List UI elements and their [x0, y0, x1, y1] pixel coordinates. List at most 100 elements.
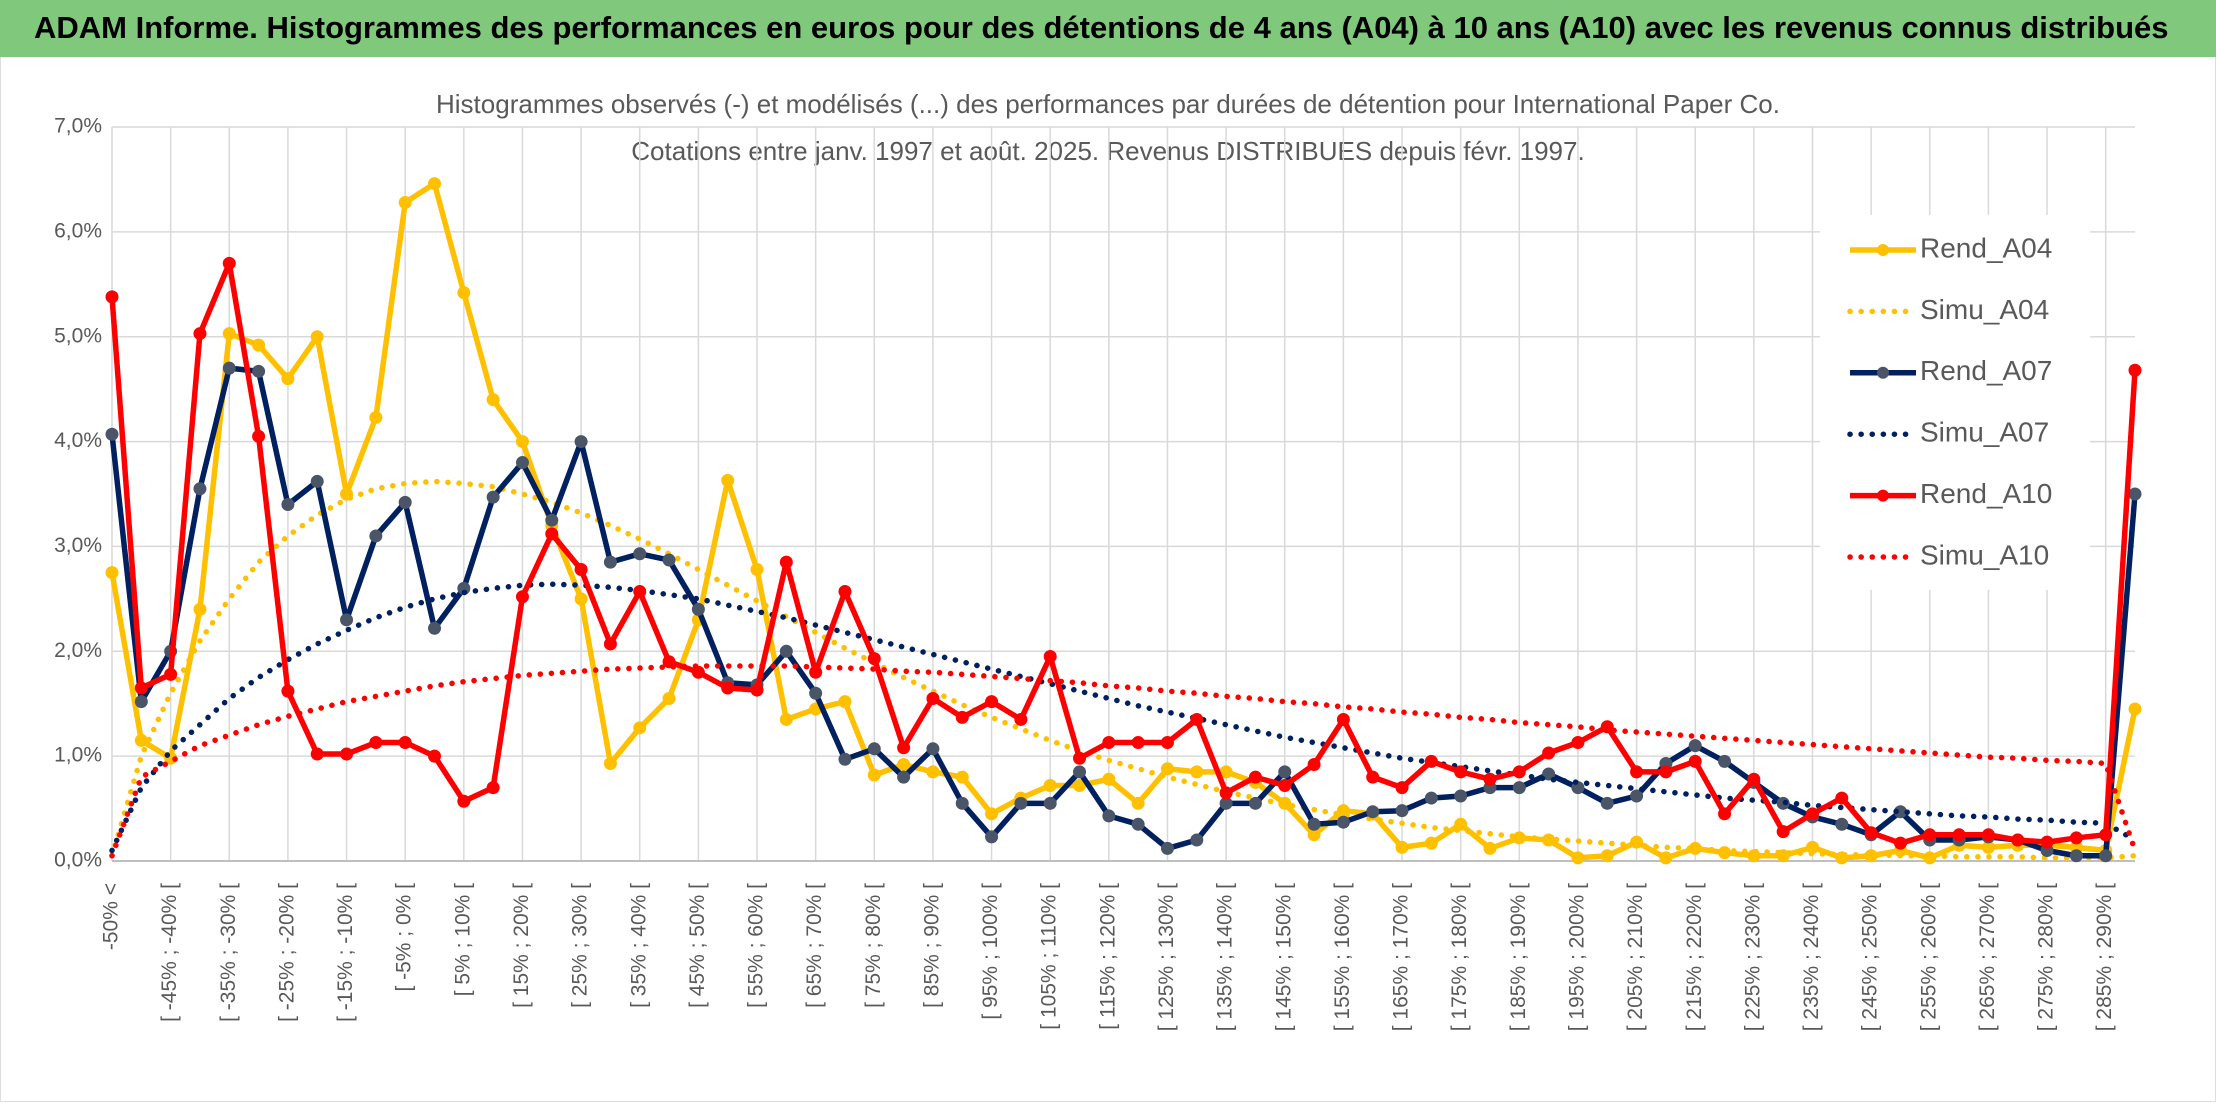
marker [222, 327, 236, 341]
marker [897, 758, 911, 772]
marker [574, 592, 588, 606]
marker [867, 742, 881, 756]
marker [1454, 817, 1468, 831]
header-bar [0, 0, 2216, 57]
marker [2069, 849, 2083, 863]
marker [193, 482, 207, 496]
marker [1805, 807, 1819, 821]
marker [985, 695, 999, 709]
y-tick-label: 5,0% [54, 324, 102, 347]
marker [1160, 762, 1174, 776]
marker [1542, 767, 1556, 781]
marker [1073, 765, 1087, 779]
observed-line [109, 260, 2138, 846]
marker [252, 338, 266, 352]
marker [2099, 828, 2113, 842]
marker [1630, 789, 1644, 803]
marker [1424, 791, 1438, 805]
marker [1835, 817, 1849, 831]
marker [1864, 826, 1878, 840]
legend-marker [1877, 489, 1889, 502]
marker [1571, 851, 1585, 865]
marker [867, 652, 881, 666]
marker [1366, 770, 1380, 784]
marker [398, 195, 412, 209]
marker [515, 456, 529, 470]
marker [2011, 833, 2025, 847]
marker [1893, 836, 1907, 850]
marker [1483, 772, 1497, 786]
model-line [109, 581, 2138, 854]
marker [428, 621, 442, 635]
legend-label: Simu_A10 [1920, 539, 2049, 570]
marker [1659, 851, 1673, 865]
x-tick-label: [ 25% ; 30% [ [569, 883, 592, 1008]
marker [691, 665, 705, 679]
marker [134, 695, 148, 709]
marker [1835, 791, 1849, 805]
header-title: ADAM Informe. Histogrammes des performan… [34, 10, 2169, 45]
marker [838, 585, 852, 599]
x-tick-label: [ -25% ; -20% [ [275, 883, 298, 1022]
marker [222, 361, 236, 375]
x-tick-label: [ 155% ; 160% [ [1331, 883, 1354, 1031]
marker [574, 562, 588, 576]
marker [1718, 754, 1732, 768]
legend-marker [1877, 244, 1889, 256]
marker [369, 410, 383, 424]
marker [1512, 765, 1526, 779]
legend-label: Simu_A04 [1920, 294, 2049, 325]
marker [310, 747, 324, 761]
marker [1630, 765, 1644, 779]
marker [1659, 765, 1673, 779]
marker [1747, 772, 1761, 786]
marker [1102, 809, 1116, 823]
y-tick-label: 4,0% [54, 429, 102, 452]
marker [1571, 736, 1585, 750]
x-tick-label: [ 245% ; 250% [ [1859, 883, 1882, 1031]
marker [486, 393, 500, 407]
marker [193, 327, 207, 341]
marker [2128, 363, 2142, 377]
marker [545, 513, 559, 527]
y-tick-label: 3,0% [54, 534, 102, 557]
x-tick-label: [ 235% ; 240% [ [1800, 883, 1823, 1031]
legend-label: Rend_A07 [1920, 355, 2052, 386]
x-tick-label: [ 105% ; 110% [ [1038, 883, 1061, 1030]
marker [310, 474, 324, 488]
marker [955, 796, 969, 810]
marker [1395, 840, 1409, 854]
marker [2128, 487, 2142, 501]
marker [340, 613, 354, 627]
marker [1454, 765, 1468, 779]
marker [486, 781, 500, 795]
marker [750, 683, 764, 697]
x-tick-label: [ 215% ; 220% [ [1683, 883, 1706, 1031]
x-tick-label: [ 145% ; 150% [ [1272, 883, 1295, 1031]
marker [398, 495, 412, 509]
marker [428, 177, 442, 191]
marker [1454, 789, 1468, 803]
marker [633, 721, 647, 735]
marker [1336, 712, 1350, 726]
marker [926, 742, 940, 756]
marker [193, 602, 207, 616]
x-tick-label: [ 75% ; 80% [ [862, 883, 885, 1008]
marker [1102, 772, 1116, 786]
marker [603, 756, 617, 770]
x-tick-label: [ -5% ; 0% [ [393, 883, 416, 992]
x-tick-label: [ 135% ; 140% [ [1214, 883, 1237, 1031]
x-tick-label: [ 15% ; 20% [ [510, 883, 533, 1008]
legend-marker [1877, 366, 1889, 379]
observed-line [109, 365, 2138, 859]
marker [1688, 754, 1702, 768]
x-tick-label: [ 165% ; 170% [ [1390, 883, 1413, 1031]
y-tick-label: 1,0% [54, 744, 102, 767]
marker [867, 768, 881, 782]
marker [1688, 739, 1702, 753]
marker [1190, 833, 1204, 847]
observed-line [109, 180, 2138, 861]
marker [1542, 746, 1556, 760]
marker [633, 547, 647, 561]
marker [603, 637, 617, 651]
